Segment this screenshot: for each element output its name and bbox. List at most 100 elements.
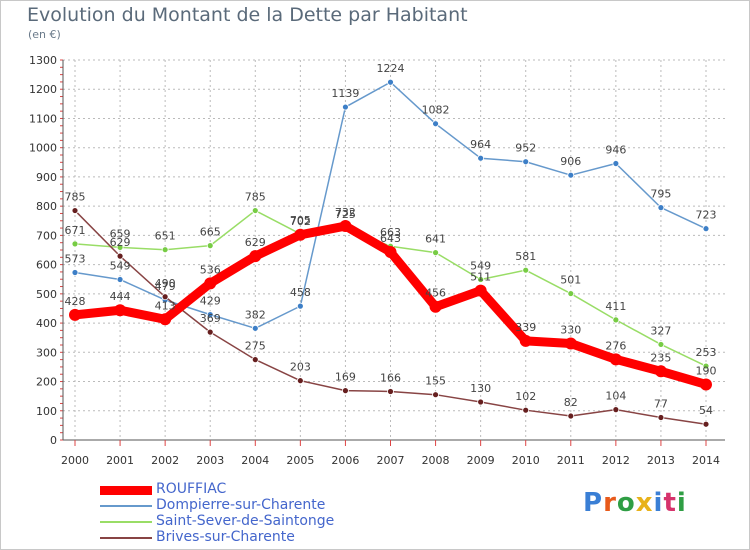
logo-letter: P [583,488,604,518]
data-point [609,353,622,366]
data-label: 155 [425,375,446,388]
data-label: 235 [650,351,671,364]
data-point [116,276,124,283]
data-point [204,277,217,290]
series-brives-sur-charente [71,207,710,428]
data-point [71,269,79,276]
data-label: 1139 [331,87,359,100]
data-label: 511 [470,271,491,284]
data-point [612,316,620,324]
data-point [161,246,169,254]
legend-label: Saint-Sever-de-Saintonge [156,513,335,529]
logo-letter: x [635,488,654,518]
data-point [702,362,710,370]
data-label: 641 [425,233,446,246]
data-point [296,302,304,310]
data-label: 946 [605,143,626,156]
data-label: 705 [290,214,311,227]
legend-label: Brives-sur-Charente [156,529,295,545]
data-label: 964 [470,138,491,151]
data-label: 253 [696,346,717,359]
x-tick-label: 2001 [106,454,134,467]
data-point [159,313,172,326]
x-tick-label: 2014 [692,454,720,467]
x-tick-label: 2003 [196,454,224,467]
data-point [519,334,532,347]
data-label: 663 [380,226,401,239]
x-tick-label: 2002 [151,454,179,467]
data-point [702,420,710,428]
data-point [339,220,352,233]
data-label: 203 [290,361,311,374]
data-label: 549 [470,260,491,273]
x-tick-label: 2009 [467,454,495,467]
data-label: 166 [380,371,401,384]
data-point [432,120,439,128]
y-tick-label: 1000 [29,142,57,155]
data-point [251,356,259,364]
data-label: 671 [65,224,86,237]
data-point [71,207,79,214]
data-point [71,240,79,248]
data-point [342,103,349,111]
y-tick-label: 400 [36,317,57,330]
x-tick-label: 2010 [512,454,540,467]
data-point [522,158,530,166]
data-point [206,242,214,250]
logo-letter: r [603,488,617,518]
data-label: 795 [650,188,671,201]
y-tick-label: 600 [36,259,57,272]
x-tick-label: 2006 [331,454,359,467]
data-label: 549 [110,260,131,273]
data-point [612,160,620,167]
data-label: 651 [155,230,176,243]
data-label: 77 [654,397,668,410]
data-point [116,252,124,260]
data-label: 906 [560,155,581,168]
data-label: 130 [470,382,491,395]
data-label: 629 [245,236,266,249]
grid-lines [63,59,725,441]
legend-swatch [100,537,152,539]
legend-swatch [100,485,152,495]
x-tick-label: 2013 [647,454,675,467]
x-tick-label: 2004 [241,454,269,467]
data-label: 429 [200,295,221,308]
data-label: 411 [605,300,626,313]
data-point [429,300,442,313]
data-label: 190 [696,364,717,377]
data-point [161,293,169,301]
series-dompierre-sur-charente [71,78,710,332]
y-tick-label: 1100 [29,112,57,125]
data-label: 382 [245,308,266,321]
data-point [522,266,530,274]
logo-letter: o [616,488,636,518]
data-point [296,377,304,385]
data-point [657,204,665,212]
data-point [251,207,259,214]
y-tick-label: 500 [36,288,57,301]
data-label: 536 [200,263,221,276]
data-label: 369 [200,312,221,325]
data-label: 479 [155,280,176,293]
data-point [251,324,259,332]
data-label: 581 [515,250,536,263]
data-label: 665 [200,226,221,239]
data-label: 330 [560,324,581,337]
x-tick-label: 2007 [377,454,405,467]
x-axis: 2000 2001 2002 2003 2004 2005 2006 2007 2008 2009… [61,439,725,467]
data-point [477,276,485,283]
data-label: 456 [425,287,446,300]
data-point [567,171,575,179]
y-tick-label: 800 [36,200,57,213]
y-axis: 0 100 200 300 400 500 600 700 800 900 1000 1100 1200… [29,54,64,447]
data-label: 725 [335,208,356,221]
data-point [206,328,214,336]
data-label: 702 [290,215,311,228]
data-point [654,365,667,378]
data-label: 339 [515,321,536,334]
data-point [477,398,485,406]
data-point [567,290,575,297]
data-label: 327 [650,324,671,337]
data-label: 276 [605,339,626,352]
